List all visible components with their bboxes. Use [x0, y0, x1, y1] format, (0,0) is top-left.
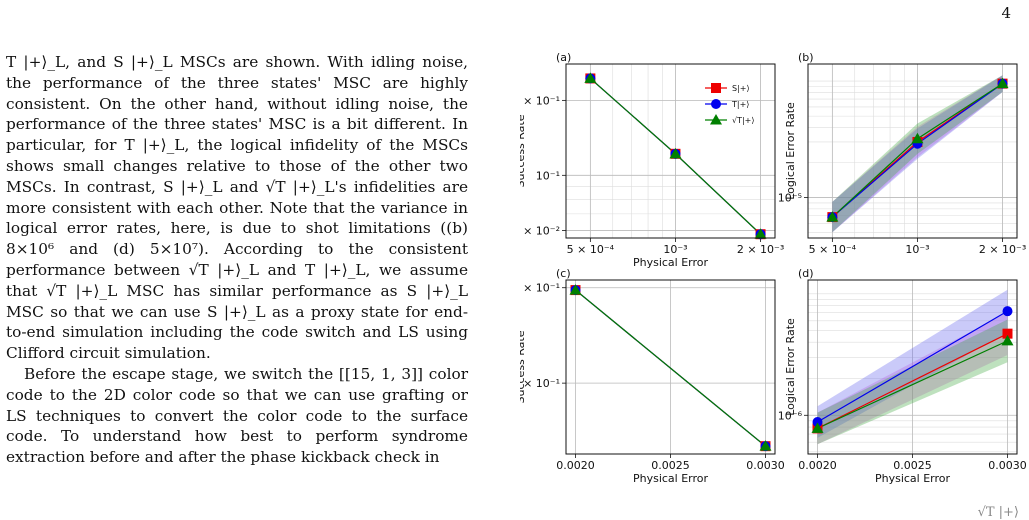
- panel-label: (c): [556, 267, 571, 280]
- x-tick-label: 2 × 10⁻³: [979, 243, 1026, 256]
- y-tick-label: 10⁻⁶: [778, 409, 803, 422]
- data-point: [1002, 328, 1013, 339]
- x-tick-label: 10⁻³: [905, 243, 929, 256]
- y-axis-label: Logical Error Rate: [784, 102, 797, 200]
- y-axis-label: Success Rate: [520, 114, 527, 187]
- x-axis-label: Physical Error: [633, 472, 709, 485]
- plot-frame: [807, 63, 1018, 239]
- legend-marker: [711, 83, 721, 93]
- y-tick-label: 10⁻⁵: [778, 192, 802, 205]
- chart-panel-1: 5 × 10⁻⁴ 10⁻³ 2 × 10⁻³ 10⁻⁵ (b) Logical Error…: [778, 51, 1026, 256]
- figure-plots: 5 × 10⁻⁴ 10⁻³ 2 × 10⁻³ 6 × 10⁻² 10⁻¹ 2 × 10⁻¹…: [520, 51, 1027, 485]
- data-point: [996, 77, 1009, 89]
- confidence-band: [817, 289, 1008, 438]
- confidence-band: [817, 312, 1008, 445]
- x-tick-label: 0.0020: [556, 459, 595, 472]
- series-line: [817, 333, 1008, 429]
- x-tick-label: 0.0030: [746, 459, 785, 472]
- panel-label: (d): [798, 267, 814, 280]
- legend-entry: T|+⟩: [731, 100, 749, 109]
- data-point: [759, 440, 772, 451]
- x-tick-label: 2 × 10⁻³: [737, 243, 784, 256]
- x-axis-label: Physical Error: [633, 256, 709, 269]
- data-point: [1001, 334, 1014, 346]
- x-tick-label: 0.0030: [988, 459, 1027, 472]
- y-tick-label: 2 × 10⁻¹: [520, 94, 560, 107]
- x-tick-label: 0.0025: [893, 459, 932, 472]
- panel-label: (b): [798, 51, 814, 64]
- figure: 5 × 10⁻⁴ 10⁻³ 2 × 10⁻³ 6 × 10⁻² 10⁻¹ 2 × 10⁻¹…: [520, 0, 1029, 514]
- series-line: [817, 340, 1008, 429]
- data-point: [811, 422, 824, 433]
- x-tick-label: 0.0020: [798, 459, 837, 472]
- legend: S|+⟩ T|+⟩ √T|+⟩: [705, 83, 755, 125]
- panel-label: (a): [556, 51, 571, 64]
- chart-panel-3: 0.0020 0.0025 0.0030 10⁻⁶ (d) Physical Error L…: [778, 267, 1027, 485]
- body-text-column: T |+⟩_L, and S |+⟩_L MSCs are shown. Wit…: [6, 52, 468, 468]
- data-point: [1002, 306, 1013, 317]
- x-tick-label: 5 × 10⁻⁴: [567, 243, 615, 256]
- chart-panel-0: 5 × 10⁻⁴ 10⁻³ 2 × 10⁻³ 6 × 10⁻² 10⁻¹ 2 × 10⁻¹…: [520, 51, 784, 269]
- page-number: 4: [1001, 4, 1011, 22]
- legend-marker: [711, 99, 721, 109]
- plot-frame: [565, 279, 776, 455]
- y-tick-label: 6 × 10⁻²: [520, 225, 560, 238]
- data-point: [569, 284, 582, 295]
- legend-entry: √T|+⟩: [732, 116, 755, 125]
- y-axis-label: Success Rate: [520, 330, 527, 403]
- x-tick-label: 0.0025: [651, 459, 690, 472]
- y-axis-label: Logical Error Rate: [784, 318, 797, 416]
- data-point: [911, 132, 924, 144]
- y-tick-label: 10⁻¹: [536, 169, 560, 182]
- legend-entry: S|+⟩: [732, 84, 750, 93]
- y-tick-label: 2 × 10⁻¹: [520, 377, 560, 390]
- chart-panel-2: 0.0020 0.0025 0.0030 2 × 10⁻¹ 3 × 10⁻¹ (c) Phy…: [520, 267, 785, 485]
- data-point: [826, 211, 839, 222]
- x-tick-label: 5 × 10⁻⁴: [809, 243, 857, 256]
- plot-frame: [565, 63, 776, 239]
- data-point: [669, 147, 682, 159]
- plot-frame: [807, 279, 1018, 455]
- series-line: [575, 289, 766, 447]
- paragraph: T |+⟩_L, and S |+⟩_L MSCs are shown. Wit…: [6, 53, 468, 363]
- confidence-band: [832, 75, 1003, 233]
- confidence-band: [832, 75, 1003, 233]
- paragraph: Before the escape stage, we switch the […: [6, 364, 468, 467]
- y-tick-label: 3 × 10⁻¹: [520, 282, 560, 295]
- bottom-text-fragment: √T |+⟩: [977, 505, 1019, 520]
- confidence-band: [817, 319, 1008, 445]
- data-point: [584, 72, 597, 83]
- data-point: [754, 228, 767, 239]
- series-line: [817, 310, 1008, 423]
- x-axis-label: Physical Error: [875, 472, 951, 485]
- legend-marker: [710, 114, 722, 125]
- confidence-band: [832, 75, 1003, 233]
- x-tick-label: 10⁻³: [663, 243, 687, 256]
- data-point: [812, 417, 823, 428]
